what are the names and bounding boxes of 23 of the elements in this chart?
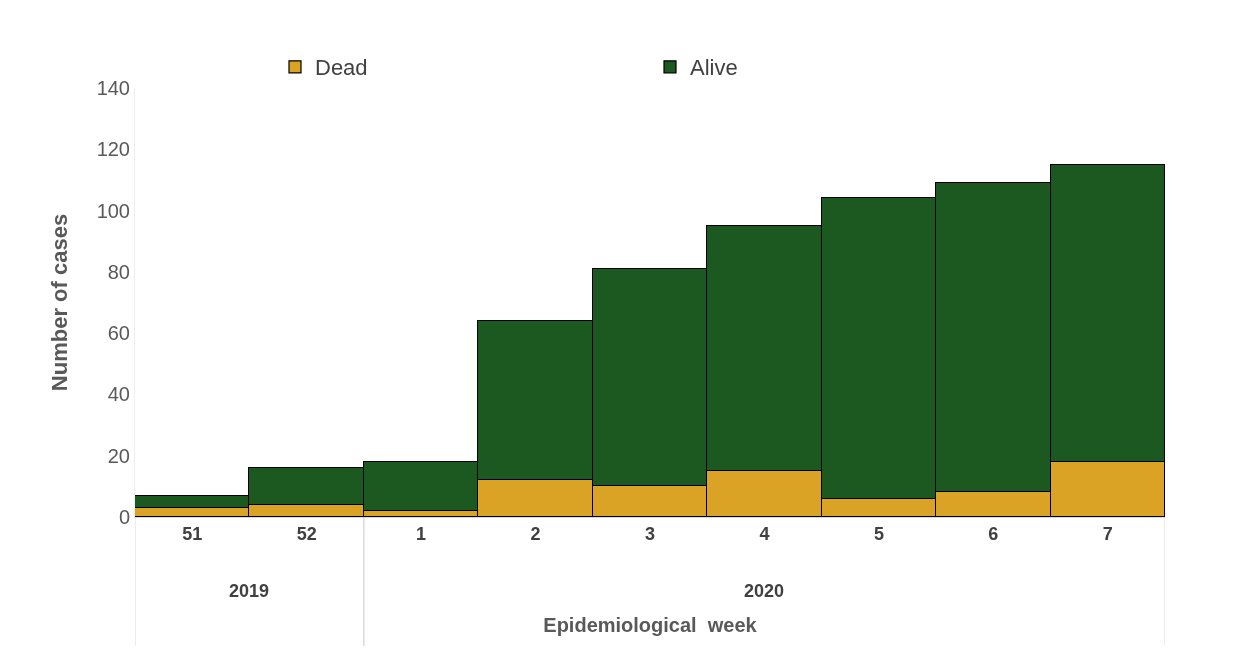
text: 2019 [229, 581, 270, 601]
legend-label: Alive [690, 55, 738, 81]
legend-label: Dead [315, 55, 368, 81]
x-tick-label: 2 [530, 523, 541, 544]
y-tick-label: 140 [96, 77, 130, 99]
x-tick-label: 6 [988, 523, 999, 544]
y-tick-label: 60 [107, 322, 130, 345]
y-tick-label: 20 [107, 444, 130, 467]
x-tick-label: 5 [873, 523, 884, 544]
y-axis-title: Number of cases [47, 213, 73, 392]
y-tick-label: 80 [107, 260, 130, 283]
x-tick-label: 51 [182, 523, 203, 544]
x-tick-label: 4 [759, 523, 770, 544]
y-tick-label: 0 [118, 506, 130, 528]
x-tick-label: 7 [1102, 523, 1113, 544]
x-tick-label: 3 [644, 523, 656, 544]
y-tick-label: 100 [96, 199, 130, 222]
x-tick-label: 52 [296, 523, 317, 544]
y-tick-label: 120 [96, 138, 130, 161]
y-tick-label: 40 [107, 383, 130, 406]
x-tick-label: 1 [416, 523, 427, 544]
x-axis-title: Epidemiological week [543, 614, 758, 637]
text: 2020 [744, 581, 785, 601]
